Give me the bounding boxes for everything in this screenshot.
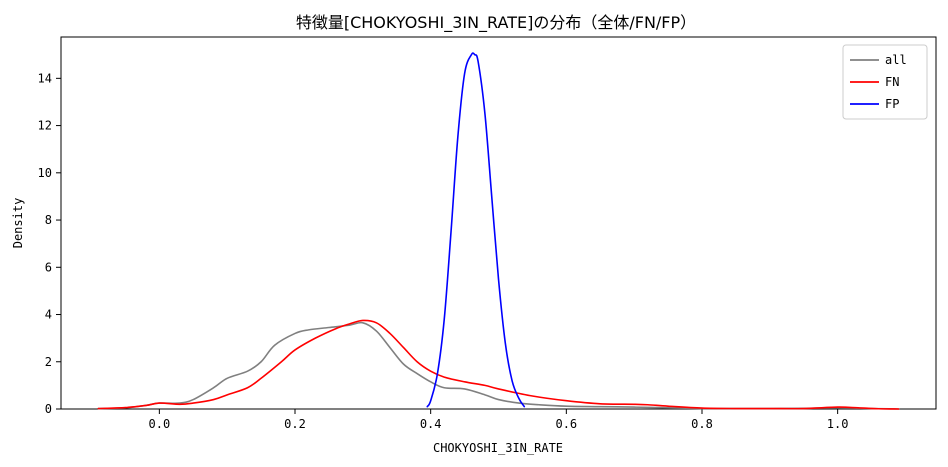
chart-title: 特徴量[CHOKYOSHI_3IN_RATE]の分布（全体/FN/FP）: [296, 13, 696, 33]
y-axis-label: Density: [11, 198, 25, 249]
x-tick-label: 0.8: [691, 417, 713, 431]
y-axis: 0 2 4 6 8 10 12 14: [38, 71, 61, 416]
x-tick-label: 0.6: [555, 417, 577, 431]
y-tick-label: 10: [38, 166, 52, 180]
y-tick-label: 4: [45, 308, 52, 322]
legend-label-all: all: [885, 53, 907, 67]
legend: all FN FP: [842, 44, 928, 120]
y-tick-label: 12: [38, 119, 52, 133]
x-tick-label: 0.4: [420, 417, 442, 431]
plot-frame: [60, 36, 937, 410]
x-tick-label: 0.0: [149, 417, 171, 431]
x-tick-label: 0.2: [284, 417, 306, 431]
series-line-fn: [97, 319, 900, 410]
y-tick-label: 2: [45, 355, 52, 369]
series-line-fp: [426, 52, 526, 408]
legend-label-fp: FP: [885, 97, 899, 111]
x-axis: 0.0 0.2 0.4 0.6 0.8 1.0: [149, 409, 849, 431]
y-tick-label: 6: [45, 260, 52, 274]
plot-area: [60, 36, 937, 410]
y-tick-label: 14: [38, 71, 52, 85]
y-tick-label: 0: [45, 402, 52, 416]
series-lines: [97, 52, 900, 410]
legend-label-fn: FN: [885, 75, 899, 89]
y-tick-label: 8: [45, 213, 52, 227]
x-tick-label: 1.0: [827, 417, 849, 431]
legend-box: [842, 44, 928, 120]
x-axis-label: CHOKYOSHI_3IN_RATE: [433, 441, 563, 455]
